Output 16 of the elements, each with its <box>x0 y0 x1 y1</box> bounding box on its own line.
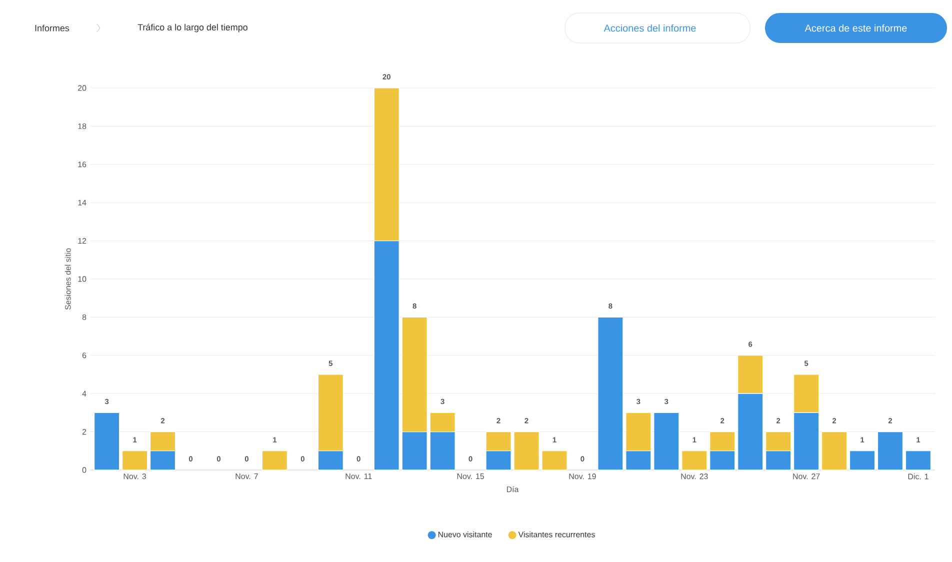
bar <box>514 431 540 470</box>
bar <box>94 412 120 470</box>
text: Acerca de este informe <box>804 24 907 32</box>
text: Acciones del informe <box>604 24 696 32</box>
text: Informes <box>35 24 70 32</box>
chart-title: Tráfico a lo largo del tiempo <box>138 24 248 32</box>
bar <box>598 316 624 470</box>
bar <box>905 450 932 470</box>
bar <box>849 450 876 470</box>
bar <box>262 450 288 470</box>
bar <box>682 450 708 470</box>
bar <box>821 431 848 470</box>
bar <box>122 450 148 470</box>
bar <box>542 450 568 470</box>
bar <box>877 431 904 470</box>
bar <box>654 412 680 470</box>
